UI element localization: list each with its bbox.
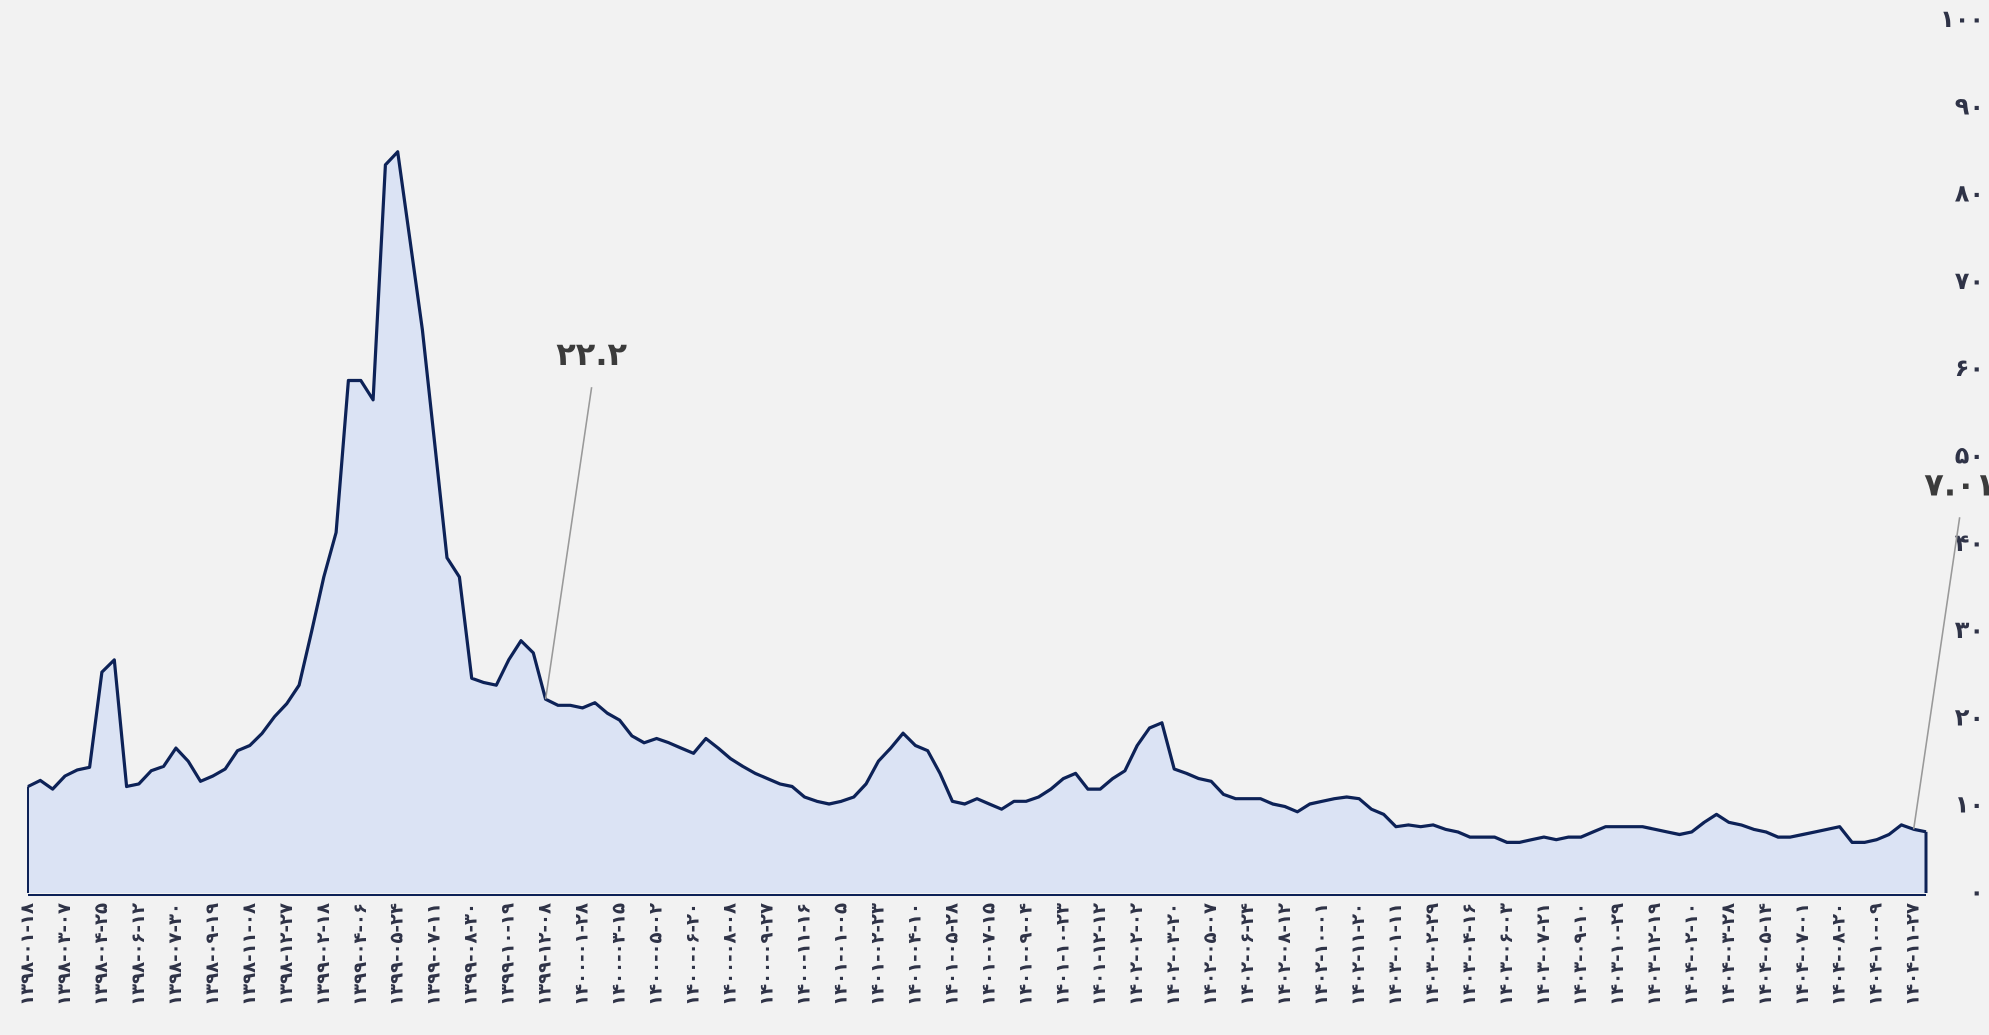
x-tick-label: ۱۴۰۱-۰۵-۲۸ xyxy=(941,903,962,1006)
y-tick-label: ۶۰ xyxy=(1955,354,1984,382)
x-tick-label: ۱۴۰۱-۰۱-۰۵ xyxy=(830,903,851,1006)
x-tick-label: ۱۴۰۲-۱۱-۲۰ xyxy=(1348,903,1369,1006)
x-tick-label: ۱۴۰۳-۰۹-۱۰ xyxy=(1570,903,1591,1006)
y-tick-label: ۱۰۰ xyxy=(1940,5,1984,33)
x-tick-label: ۱۴۰۱-۰۴-۱۰ xyxy=(904,903,925,1006)
x-tick-label: ۱۳۹۹-۰۷-۱۱ xyxy=(424,903,445,1006)
x-tick-label: ۱۴۰۲-۰۳-۲۰ xyxy=(1163,903,1184,1006)
line xyxy=(27,150,1927,844)
x-tick-label: ۱۴۰۰-۰۵-۰۲ xyxy=(646,903,667,1006)
x-tick-label: ۱۴۰۳-۰۷-۲۱ xyxy=(1533,903,1554,1006)
x-tick-label: ۱۴۰۱-۱۲-۱۲ xyxy=(1089,903,1110,1006)
x-tick-label: ۱۳۹۸-۰۶-۱۲ xyxy=(128,903,149,1006)
x-tick-label: ۱۴۰۰-۰۸-۰۸ xyxy=(720,903,741,1006)
x-tick-label: ۱۴۰۴-۰۲-۱۰ xyxy=(1681,903,1702,1006)
x-tick-label: ۱۴۰۴-۰۷-۰۱ xyxy=(1792,903,1813,1006)
x-tick-label: ۱۴۰۰-۰۳-۱۵ xyxy=(609,903,630,1006)
y-tick-label: ۸۰ xyxy=(1955,180,1984,208)
x-tick-label: ۱۴۰۳-۰۲-۲۹ xyxy=(1422,903,1443,1006)
x-tick-label: ۱۳۹۸-۰۹-۱۹ xyxy=(202,903,223,1006)
x-tick-label: ۱۴۰۴-۱۰-۰۹ xyxy=(1866,903,1887,1006)
x-tick-label: ۱۴۰۱-۱۰-۲۳ xyxy=(1052,903,1073,1006)
leader-line xyxy=(544,387,593,700)
y-tick-label: ۱۰ xyxy=(1955,791,1984,819)
x-tick-label: ۱۳۹۸-۱۲-۲۷ xyxy=(276,903,297,1006)
x-tick-label: ۱۴۰۳-۱۰-۲۹ xyxy=(1607,903,1628,1006)
x-tick-label: ۱۴۰۱-۰۹-۰۴ xyxy=(1015,903,1036,1006)
y-tick-label: ۳۰ xyxy=(1955,616,1984,644)
x-tick-label: ۱۳۹۹-۰۲-۱۸ xyxy=(313,903,334,1006)
x-tick-label: ۱۳۹۸-۱۱-۰۸ xyxy=(239,903,260,1006)
x-tick-label: ۱۳۹۸-۰۳-۰۷ xyxy=(54,903,75,1006)
x-tick-label: ۱۴۰۲-۰۶-۲۴ xyxy=(1237,903,1258,1006)
x-tick-label: ۱۳۹۹-۰۵-۲۴ xyxy=(387,903,408,1006)
x-tick-label: ۱۴۰۱-۰۲-۲۳ xyxy=(867,903,888,1006)
x-tick-label: ۱۴۰۲-۰۵-۰۷ xyxy=(1200,903,1221,1006)
x-tick-label: ۱۴۰۴-۰۳-۲۸ xyxy=(1718,903,1739,1006)
x-tick-label: ۱۴۰۲-۰۸-۱۲ xyxy=(1274,903,1295,1006)
x-tick-label: ۱۳۹۹-۰۴-۰۶ xyxy=(350,903,371,1006)
y-tick-label: ۵۰ xyxy=(1955,442,1984,470)
x-tick-label: ۱۳۹۹-۱۲-۰۸ xyxy=(535,903,556,1006)
x-tick-label: ۱۴۰۰-۱۱-۱۶ xyxy=(793,903,814,1006)
y-tick-label: ۲۰ xyxy=(1955,703,1984,731)
value-label: ۲۲.۲ xyxy=(556,335,627,373)
leader-line xyxy=(1912,517,1961,830)
x-tick-label: ۱۴۰۴-۱۱-۲۷ xyxy=(1903,903,1924,1006)
y-tick-label: ۴۰ xyxy=(1955,529,1984,557)
x-tick-label: ۱۴۰۰-۰۱-۲۸ xyxy=(572,903,593,1006)
x-tick-label: ۱۴۰۴-۰۵-۱۴ xyxy=(1755,903,1776,1006)
x-tick-label: ۱۴۰۳-۰۶-۰۳ xyxy=(1496,903,1517,1006)
x-tick-label: ۱۴۰۳-۱۲-۱۹ xyxy=(1644,903,1665,1006)
x-tick-label: ۱۴۰۱-۰۷-۱۵ xyxy=(978,903,999,1006)
y-tick-label: ۷۰ xyxy=(1955,267,1984,295)
x-tick-label: ۱۳۹۸-۰۱-۱۸ xyxy=(17,903,38,1006)
x-tick-label: ۱۳۹۹-۰۸-۳۰ xyxy=(461,903,482,1006)
x-tick-label: ۱۴۰۲-۰۲-۰۲ xyxy=(1126,903,1147,1006)
y-tick-label: ۰ xyxy=(1969,878,1984,906)
value-label: ۷.۰۱ xyxy=(1924,465,1989,503)
x-tick-label: ۱۴۰۳-۰۱-۱۱ xyxy=(1385,903,1406,1006)
y-tick-label: ۹۰ xyxy=(1955,92,1984,120)
x-tick-label: ۱۳۹۹-۱۰-۱۹ xyxy=(498,903,519,1006)
x-tick-label: ۱۴۰۰-۰۶-۲۰ xyxy=(683,903,704,1006)
x-tick-label: ۱۴۰۴-۰۸-۲۰ xyxy=(1829,903,1850,1006)
x-tick-label: ۱۳۹۸-۰۴-۲۵ xyxy=(91,903,112,1006)
x-tick-label: ۱۴۰۲-۱۰-۰۱ xyxy=(1311,903,1332,1006)
x-tick-label: ۱۴۰۳-۰۴-۱۶ xyxy=(1459,903,1480,1006)
area xyxy=(28,151,1926,894)
x-tick-label: ۱۳۹۸-۰۷-۳۰ xyxy=(165,903,186,1006)
x-tick-label: ۱۴۰۰-۰۹-۲۷ xyxy=(756,903,777,1006)
